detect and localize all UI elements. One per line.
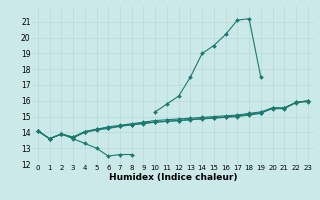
X-axis label: Humidex (Indice chaleur): Humidex (Indice chaleur) [108,173,237,182]
